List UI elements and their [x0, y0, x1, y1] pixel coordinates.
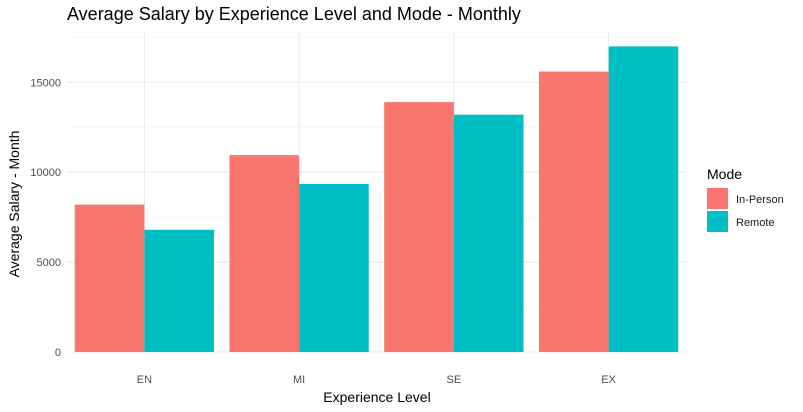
legend-title: Mode: [707, 166, 742, 182]
x-tick-labels: EN MI SE EX: [137, 374, 617, 386]
legend-label: In-Person: [736, 194, 784, 206]
chart-title: Average Salary by Experience Level and M…: [67, 4, 521, 24]
legend-swatch: [707, 188, 728, 209]
x-tick-label: MI: [293, 374, 305, 386]
legend-label: Remote: [736, 217, 775, 229]
bar-remote-se: [453, 114, 524, 353]
bar-remote-ex: [608, 46, 679, 353]
legend: Mode In-Person Remote: [707, 166, 784, 232]
bars: [74, 46, 679, 353]
y-axis-title: Average Salary - Month: [6, 131, 22, 278]
y-tick-labels: 0 5000 10000 15000: [30, 77, 61, 359]
bar-in-person-mi: [229, 155, 300, 352]
bar-remote-mi: [299, 183, 369, 352]
y-tick-label: 15000: [30, 77, 61, 89]
y-tick-label: 5000: [37, 257, 61, 269]
y-tick-label: 10000: [30, 167, 61, 179]
legend-swatch: [707, 211, 728, 232]
bar-remote-en: [144, 229, 215, 352]
bar-in-person-se: [384, 102, 454, 352]
x-axis-title: Experience Level: [323, 389, 430, 405]
y-tick-label: 0: [55, 347, 61, 359]
x-tick-label: SE: [447, 374, 462, 386]
x-tick-label: EN: [137, 374, 152, 386]
x-tick-label: EX: [601, 374, 616, 386]
bar-in-person-ex: [538, 71, 609, 352]
bar-in-person-en: [74, 204, 145, 352]
